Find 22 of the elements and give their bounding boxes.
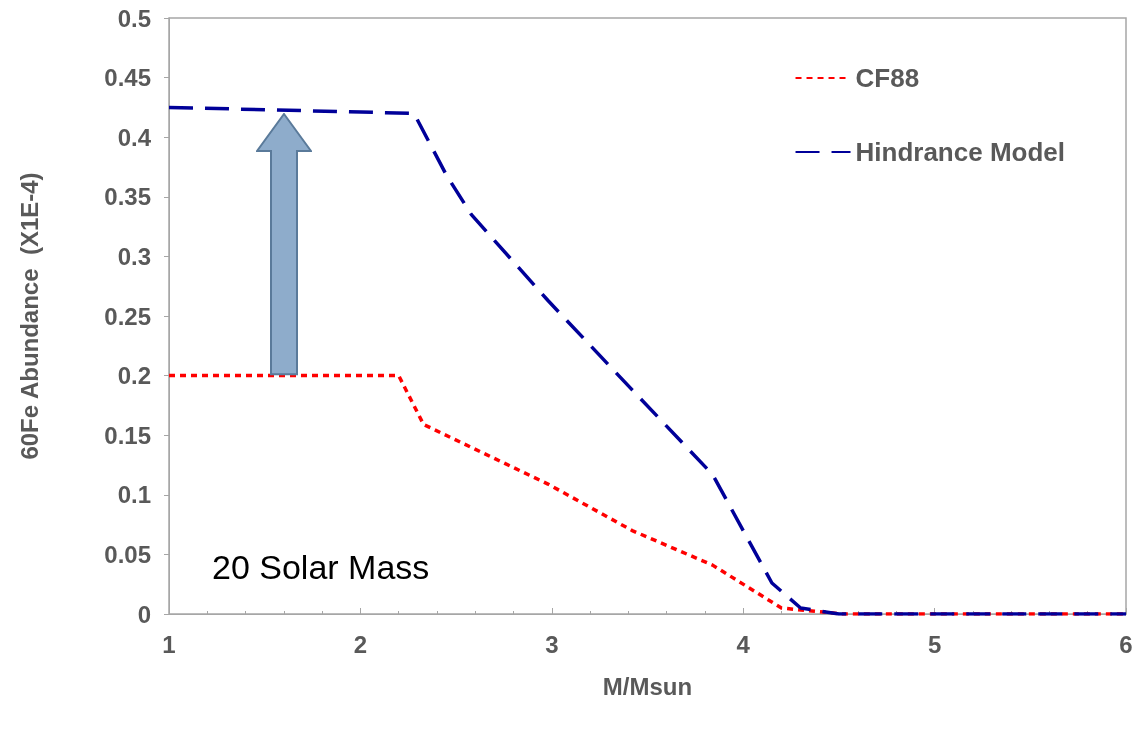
legend-label: Hindrance Model xyxy=(855,137,1066,167)
y-tick-label: 0.35 xyxy=(104,183,151,211)
y-tick-label: 0.45 xyxy=(104,64,151,92)
x-axis-title: M/Msun xyxy=(602,672,693,700)
y-tick-label: 0.3 xyxy=(117,242,151,270)
y-tick-label: 0.5 xyxy=(117,4,151,32)
x-tick-label: 6 xyxy=(1119,630,1133,658)
x-tick-label: 5 xyxy=(927,630,942,658)
legend-label: CF88 xyxy=(855,63,920,93)
x-tick-label: 3 xyxy=(545,630,559,658)
y-tick-label: 0.25 xyxy=(104,302,151,330)
y-tick-label: 0.1 xyxy=(117,481,151,509)
x-tick-label: 1 xyxy=(162,630,176,658)
y-axis-title: 60Fe Abundance (X1E-4) xyxy=(15,172,43,460)
y-tick-label: 0.15 xyxy=(104,421,151,449)
x-tick-label: 4 xyxy=(736,630,751,658)
annotation: 20 Solar Mass xyxy=(212,548,430,586)
y-tick-label: 0.05 xyxy=(104,540,151,568)
y-tick-label: 0 xyxy=(137,600,151,628)
x-tick-label: 2 xyxy=(353,630,368,658)
y-tick-label: 0.2 xyxy=(117,362,151,390)
y-tick-label: 0.4 xyxy=(117,123,152,151)
